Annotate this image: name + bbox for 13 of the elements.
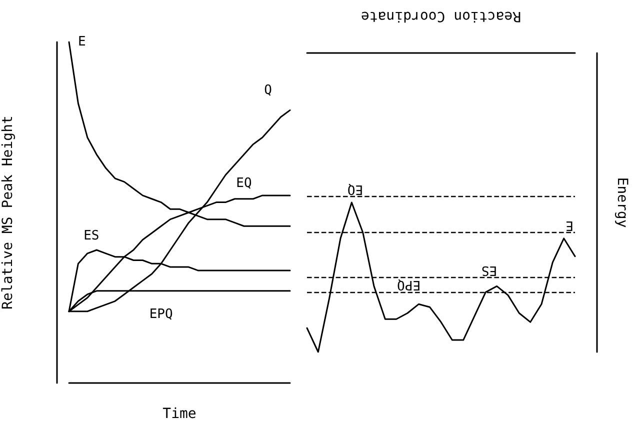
x-axis-title: Time [162,406,196,422]
y-axis-title: Energy [614,177,630,228]
series-label: EQ [236,176,252,191]
y-axis-title: Relative MS Peak Height [0,116,16,310]
series-label: Q [264,83,272,98]
series-label: ES [84,228,100,244]
ref-line-label: EQ [347,182,364,197]
ref-line-label: E [566,217,574,232]
x-axis-title: Reaction Coordinate [360,8,522,24]
series-label: E [78,34,86,50]
series-label: EPQ [149,306,173,322]
ref-line-label: EPQ [396,277,421,292]
ref-line-label: ES [481,262,498,278]
